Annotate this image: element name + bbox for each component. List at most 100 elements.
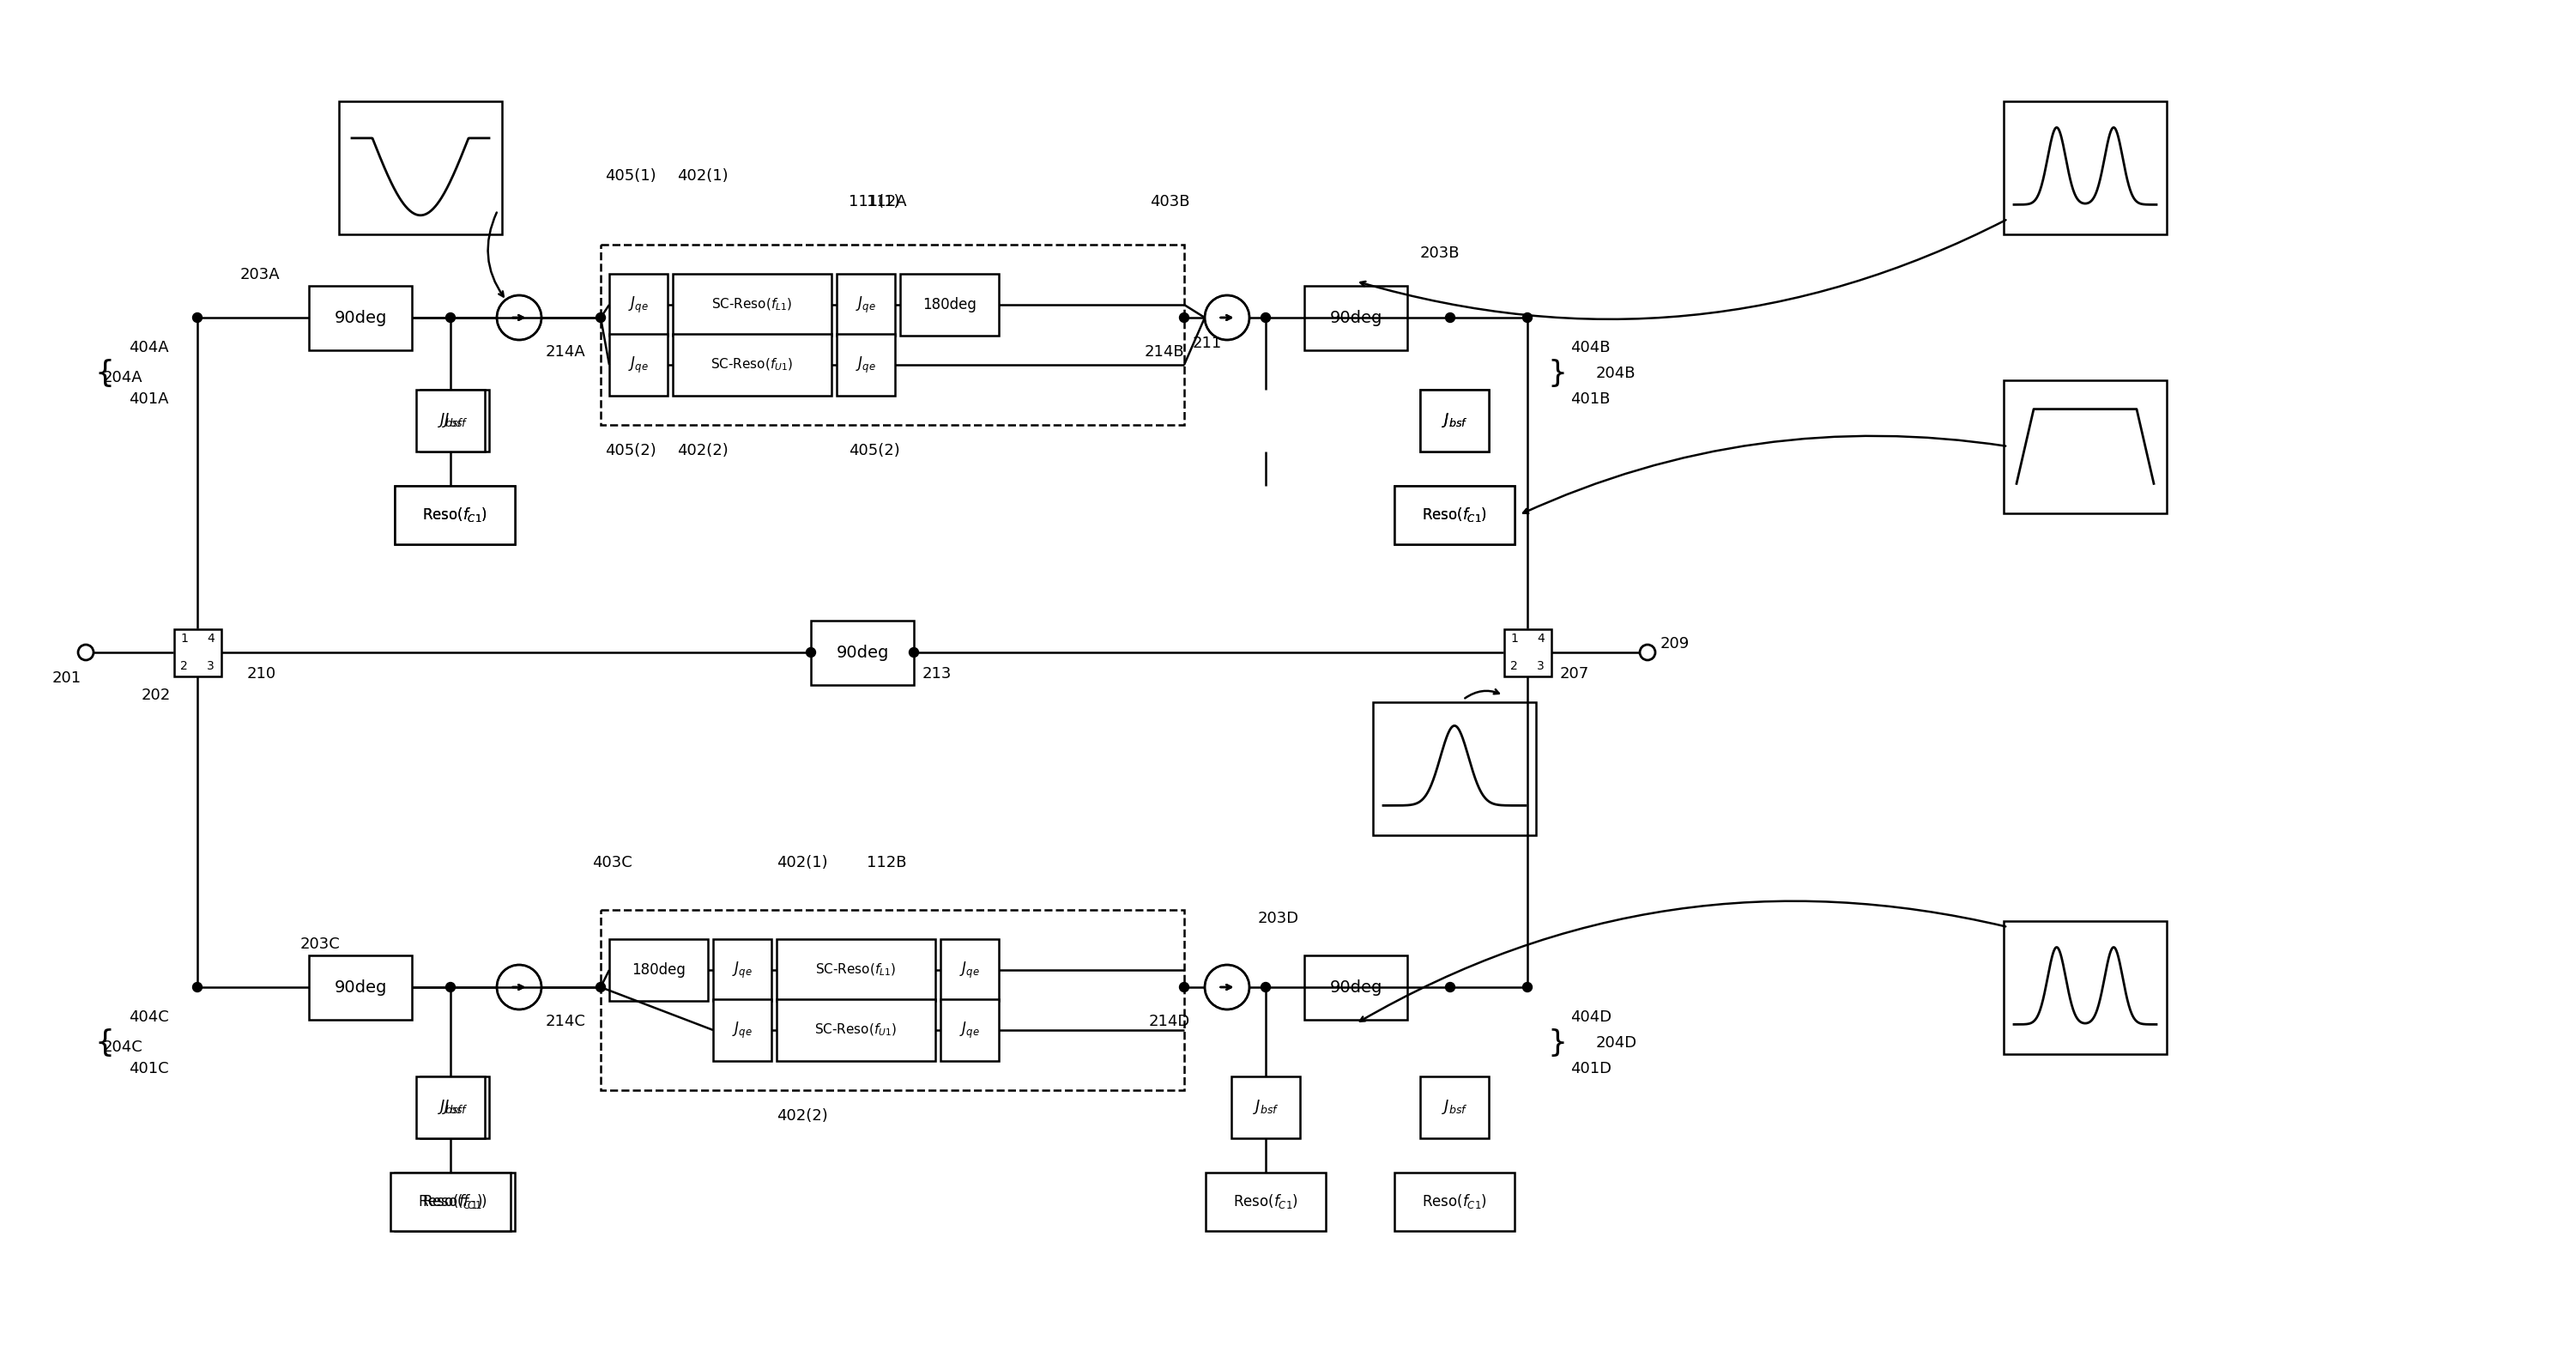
FancyBboxPatch shape xyxy=(1373,701,1535,835)
FancyBboxPatch shape xyxy=(940,1000,999,1061)
FancyBboxPatch shape xyxy=(420,1076,489,1138)
Text: Reso($f_{C1}$): Reso($f_{C1}$) xyxy=(422,1192,487,1211)
Text: 405(2): 405(2) xyxy=(848,443,899,458)
FancyBboxPatch shape xyxy=(1303,955,1406,1019)
FancyBboxPatch shape xyxy=(837,274,894,336)
Text: 405(1): 405(1) xyxy=(605,168,657,184)
FancyBboxPatch shape xyxy=(714,938,770,1001)
Text: 111(1): 111(1) xyxy=(848,194,899,210)
Text: }: } xyxy=(1548,1028,1566,1057)
FancyBboxPatch shape xyxy=(775,1000,935,1061)
FancyBboxPatch shape xyxy=(1394,486,1515,544)
Text: 403C: 403C xyxy=(592,855,631,870)
Text: 203B: 203B xyxy=(1419,246,1461,261)
Text: $J_{qe}$: $J_{qe}$ xyxy=(629,295,649,315)
Text: 202: 202 xyxy=(142,687,170,702)
Text: 90deg: 90deg xyxy=(837,644,889,660)
Text: 404D: 404D xyxy=(1571,1009,1613,1024)
Text: Reso($f_{C1}$): Reso($f_{C1}$) xyxy=(422,506,487,524)
Text: $J_{qe}$: $J_{qe}$ xyxy=(855,295,876,315)
FancyBboxPatch shape xyxy=(394,486,515,544)
FancyBboxPatch shape xyxy=(309,285,412,349)
Text: 404C: 404C xyxy=(129,1009,170,1024)
Text: 3: 3 xyxy=(206,660,214,671)
Text: 90deg: 90deg xyxy=(335,979,386,996)
FancyBboxPatch shape xyxy=(309,955,412,1019)
Circle shape xyxy=(909,648,920,657)
FancyBboxPatch shape xyxy=(611,274,667,336)
Text: 214C: 214C xyxy=(546,1013,585,1030)
Text: 2: 2 xyxy=(180,660,188,671)
Text: $J_{qe}$: $J_{qe}$ xyxy=(958,1020,979,1039)
Text: 204D: 204D xyxy=(1597,1035,1638,1050)
FancyBboxPatch shape xyxy=(899,274,999,336)
FancyBboxPatch shape xyxy=(417,1076,484,1138)
Circle shape xyxy=(1445,312,1455,322)
FancyBboxPatch shape xyxy=(340,101,502,233)
Text: 401D: 401D xyxy=(1571,1061,1613,1076)
Text: 90deg: 90deg xyxy=(1329,979,1383,996)
Text: SC-Reso($f_{L1}$): SC-Reso($f_{L1}$) xyxy=(817,962,896,978)
Text: Reso($f_{C1}$): Reso($f_{C1}$) xyxy=(1422,506,1486,524)
FancyBboxPatch shape xyxy=(1394,1173,1515,1230)
Text: 203D: 203D xyxy=(1257,911,1298,926)
Text: 180deg: 180deg xyxy=(922,297,976,312)
Text: $J_{bsf}$: $J_{bsf}$ xyxy=(1440,412,1468,430)
Text: 405(2): 405(2) xyxy=(605,443,657,458)
Text: }: } xyxy=(1548,359,1566,387)
Text: SC-Reso($f_{U1}$): SC-Reso($f_{U1}$) xyxy=(814,1022,896,1038)
Circle shape xyxy=(595,982,605,992)
Text: 112B: 112B xyxy=(866,855,907,870)
FancyBboxPatch shape xyxy=(672,274,832,336)
Text: $J_{bsf}$: $J_{bsf}$ xyxy=(440,1098,469,1116)
Text: 90deg: 90deg xyxy=(1329,310,1383,326)
Text: 2: 2 xyxy=(1510,660,1517,671)
FancyBboxPatch shape xyxy=(1419,390,1489,451)
Text: 213: 213 xyxy=(922,666,953,682)
Text: $J_{bsf}$: $J_{bsf}$ xyxy=(1252,1098,1278,1116)
Text: $J_{qe}$: $J_{qe}$ xyxy=(855,355,876,375)
FancyBboxPatch shape xyxy=(811,621,914,685)
Circle shape xyxy=(1180,312,1190,322)
Text: 401A: 401A xyxy=(129,391,167,406)
Circle shape xyxy=(806,648,817,657)
Text: 404B: 404B xyxy=(1571,340,1610,356)
FancyBboxPatch shape xyxy=(420,390,489,451)
Text: 401B: 401B xyxy=(1571,391,1610,406)
Text: 1: 1 xyxy=(180,633,188,645)
Text: Reso($f_{C1}$): Reso($f_{C1}$) xyxy=(417,1192,484,1211)
Text: 211: 211 xyxy=(1193,336,1221,351)
Circle shape xyxy=(1522,312,1533,322)
Text: 404A: 404A xyxy=(129,340,167,356)
FancyBboxPatch shape xyxy=(837,334,894,396)
Text: 209: 209 xyxy=(1662,636,1690,652)
Text: 4: 4 xyxy=(1538,633,1546,645)
FancyBboxPatch shape xyxy=(1419,390,1489,451)
Text: $J_{qe}$: $J_{qe}$ xyxy=(732,960,752,979)
Text: 90deg: 90deg xyxy=(335,310,386,326)
Text: 203A: 203A xyxy=(240,267,281,282)
Text: Reso($f_{C1}$): Reso($f_{C1}$) xyxy=(422,506,487,524)
FancyBboxPatch shape xyxy=(2004,921,2166,1053)
Text: 214A: 214A xyxy=(546,344,585,360)
Text: 214D: 214D xyxy=(1149,1013,1190,1030)
Text: SC-Reso($f_{L1}$): SC-Reso($f_{L1}$) xyxy=(711,297,793,312)
FancyBboxPatch shape xyxy=(173,629,222,677)
Text: $J_{qe}$: $J_{qe}$ xyxy=(732,1020,752,1039)
Circle shape xyxy=(193,982,201,992)
FancyBboxPatch shape xyxy=(2004,379,2166,513)
Text: 207: 207 xyxy=(1561,666,1589,682)
FancyBboxPatch shape xyxy=(611,938,708,1001)
Text: 180deg: 180deg xyxy=(631,962,685,978)
Text: $J_{qe}$: $J_{qe}$ xyxy=(629,355,649,375)
Text: $J_{qe}$: $J_{qe}$ xyxy=(958,960,979,979)
FancyBboxPatch shape xyxy=(1504,629,1551,677)
Text: 203C: 203C xyxy=(301,937,340,952)
Text: SC-Reso($f_{U1}$): SC-Reso($f_{U1}$) xyxy=(711,357,793,372)
Circle shape xyxy=(446,982,456,992)
Text: 401C: 401C xyxy=(129,1061,167,1076)
Circle shape xyxy=(1262,312,1270,322)
FancyBboxPatch shape xyxy=(394,1173,515,1230)
Text: 402(1): 402(1) xyxy=(775,855,827,870)
Text: $J_{bsf}$: $J_{bsf}$ xyxy=(1440,1098,1468,1116)
